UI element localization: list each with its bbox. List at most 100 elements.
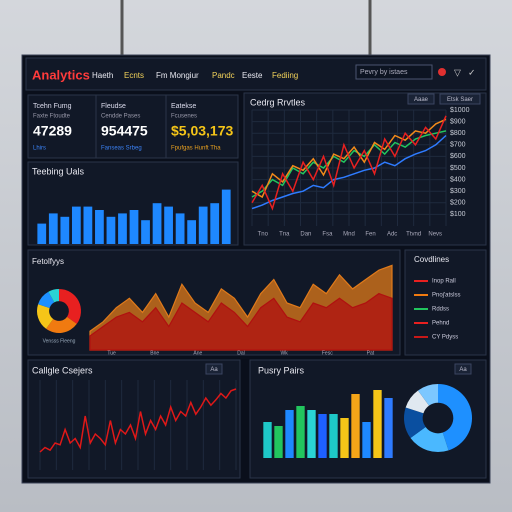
kpi-note: Fpufgas Hunft Tha — [171, 146, 221, 152]
bar — [210, 203, 220, 244]
icon[interactable] — [438, 68, 446, 76]
legend-label: CY Pdyss — [432, 335, 458, 341]
button[interactable] — [454, 363, 472, 375]
donut-label: Vensss Fleeng — [43, 338, 76, 344]
button[interactable] — [407, 93, 435, 105]
x-label: Bne — [150, 350, 159, 356]
y-tick-label: $600 — [450, 153, 466, 160]
bar — [340, 418, 349, 458]
line-series — [251, 134, 447, 210]
line-series — [39, 388, 237, 453]
nav-item[interactable]: Pandc — [212, 71, 235, 80]
kpi-label: Tcehn Fumg — [33, 103, 72, 110]
donut-segment — [59, 289, 82, 324]
search-box[interactable] — [355, 64, 433, 80]
y-tick-label: $800 — [450, 130, 466, 137]
x-label: Adc — [387, 232, 397, 238]
donut-segment — [418, 384, 438, 406]
bar — [307, 410, 316, 458]
bar — [351, 394, 360, 458]
panel-title: Fetolfyys — [32, 257, 64, 266]
kpi-value: 47289 — [33, 123, 72, 139]
y-tick-label: $200 — [450, 200, 466, 207]
donut-segment — [410, 426, 449, 453]
icon[interactable]: ✓ — [468, 67, 476, 77]
x-label: Fesc — [322, 350, 333, 356]
kpi-label: Eatekse — [171, 103, 196, 110]
kpi-value: 954475 — [101, 123, 148, 139]
bar — [83, 206, 93, 244]
bar — [373, 390, 382, 458]
button-text[interactable]: Aa — [459, 367, 467, 373]
button[interactable] — [205, 363, 223, 375]
nav-item[interactable]: Fediing — [272, 71, 298, 80]
bar — [164, 206, 173, 244]
bar — [187, 220, 197, 244]
x-label: Mnd — [343, 232, 355, 238]
button-text[interactable]: Etsk Saer — [447, 97, 473, 103]
donut-segment — [48, 289, 59, 303]
kpi-note: Lhirs — [33, 146, 46, 152]
bar — [274, 426, 283, 458]
bar — [106, 216, 116, 244]
bar — [362, 422, 371, 458]
legend-label: Inop Rall — [432, 279, 456, 285]
bar — [318, 414, 327, 458]
bar — [118, 213, 127, 244]
kpi-sublabel: Cendde Pases — [101, 114, 140, 120]
nav-item[interactable]: Eeste — [242, 71, 263, 80]
bar — [37, 223, 47, 244]
button-text[interactable]: Aaae — [414, 97, 429, 103]
donut-segment — [405, 390, 430, 414]
x-label: Tno — [258, 232, 269, 238]
bar — [198, 206, 208, 244]
x-label: Pat — [367, 350, 375, 356]
search-text: Pevry by istaes — [360, 69, 408, 76]
x-label: Dal — [237, 350, 245, 356]
x-label: Fen — [365, 232, 375, 238]
x-label: Nevs — [428, 232, 442, 238]
x-label: Ane — [193, 350, 202, 356]
bar — [285, 410, 294, 458]
chains — [120, 0, 372, 56]
kpi-card — [95, 94, 167, 159]
bar — [175, 213, 185, 244]
x-label: Dan — [300, 232, 311, 238]
nav-item[interactable]: Ecnts — [124, 71, 144, 80]
panel-title: Callgle Csejers — [32, 365, 93, 375]
x-label: Tue — [107, 350, 116, 356]
bar — [329, 414, 338, 458]
button-text[interactable]: Aa — [210, 367, 218, 373]
y-tick-label: $900 — [450, 118, 466, 125]
icon[interactable]: ▽ — [454, 67, 461, 77]
bar — [152, 203, 162, 244]
x-label: Tna — [279, 232, 290, 238]
bar — [141, 220, 150, 244]
line-series — [251, 115, 447, 211]
donut-segment — [38, 291, 55, 308]
bar — [129, 210, 139, 244]
kpi-value: $5,03,173 — [171, 123, 233, 139]
legend-label: Pnoj'atslss — [432, 293, 461, 299]
panel-title: Pusry Pairs — [258, 365, 305, 375]
bar — [71, 206, 81, 244]
y-tick-label: $300 — [450, 188, 466, 195]
app-title: Analytics — [32, 67, 90, 82]
donut-segment — [46, 316, 77, 334]
nav-item[interactable]: Haeth — [92, 71, 113, 80]
kpi-card — [165, 94, 239, 159]
kpi-sublabel: Fcusenes — [171, 114, 197, 120]
bar — [296, 406, 305, 458]
donut-segment — [438, 384, 473, 451]
panel-title: Covdlines — [414, 255, 449, 264]
panel-title: Cedrg Rrvtles — [250, 97, 306, 107]
kpi-sublabel: Faxte Ftoudte — [33, 114, 71, 120]
x-label: Ttvnd — [406, 232, 421, 238]
nav-item[interactable]: Fm Mongiur — [156, 71, 199, 80]
legend-label: Pehnd — [432, 321, 449, 327]
button[interactable] — [439, 93, 481, 105]
x-label: Wk — [281, 350, 289, 356]
kpi-note: Fanseas Srbeg — [101, 146, 142, 152]
bar — [263, 422, 272, 458]
